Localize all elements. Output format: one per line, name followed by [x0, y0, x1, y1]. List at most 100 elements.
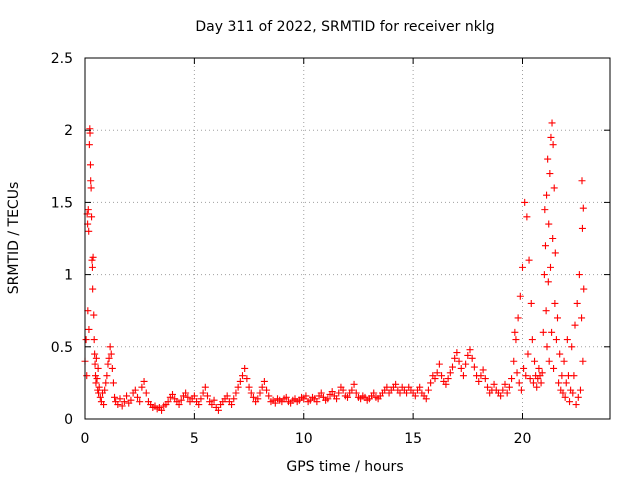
data-point [89, 253, 97, 261]
data-point [527, 299, 535, 307]
data-point [210, 396, 218, 404]
data-point [88, 263, 96, 271]
data-point [114, 401, 122, 409]
data-point [438, 372, 446, 380]
data-point [435, 360, 443, 368]
data-point [562, 379, 570, 387]
data-point [109, 379, 117, 387]
data-point [158, 406, 166, 414]
data-point [545, 357, 553, 365]
data-point [96, 393, 104, 401]
data-point [127, 396, 135, 404]
data-point [526, 375, 534, 383]
x-tick-label: 0 [81, 431, 90, 447]
data-point [328, 388, 336, 396]
data-point [427, 379, 435, 387]
data-point [83, 372, 91, 380]
data-point [541, 242, 549, 250]
data-point [249, 393, 257, 401]
data-point [94, 386, 102, 394]
data-point [528, 336, 536, 344]
data-point [260, 377, 268, 385]
data-point [537, 379, 545, 387]
data-point [131, 386, 139, 394]
data-point [82, 336, 90, 344]
data-point [87, 184, 95, 192]
data-point [497, 392, 505, 400]
data-point [107, 350, 115, 358]
data-point [335, 389, 343, 397]
data-point [91, 350, 99, 358]
data-point [271, 399, 279, 407]
data-point [228, 401, 236, 409]
data-point [475, 377, 483, 385]
y-tick-label: 2 [64, 123, 73, 139]
data-point [513, 369, 521, 377]
data-point [84, 307, 92, 315]
x-tick-label: 15 [404, 431, 422, 447]
data-point [579, 204, 587, 212]
data-point [424, 386, 432, 394]
data-point [540, 271, 548, 279]
data-point [85, 325, 93, 333]
data-point [545, 220, 553, 228]
data-point [214, 406, 222, 414]
data-point [555, 379, 563, 387]
data-point [535, 364, 543, 372]
data-points [81, 119, 588, 414]
data-point [501, 380, 509, 388]
data-point [542, 307, 550, 315]
data-point [416, 383, 424, 391]
data-point [546, 170, 554, 178]
data-point [462, 360, 470, 368]
data-point [571, 321, 579, 329]
data-point [524, 350, 532, 358]
data-point [234, 383, 242, 391]
data-point [138, 383, 146, 391]
x-axis-ticks: 0 5 10 15 20 [81, 58, 531, 447]
data-point [86, 161, 94, 169]
data-point [86, 129, 94, 137]
data-point [92, 354, 100, 362]
data-point [136, 398, 144, 406]
data-point [396, 389, 404, 397]
data-point [103, 372, 111, 380]
data-point [85, 141, 93, 149]
data-point [100, 401, 108, 409]
data-point [118, 402, 126, 410]
data-point [422, 395, 430, 403]
data-point [90, 336, 98, 344]
data-point [544, 155, 552, 163]
data-point [88, 213, 96, 221]
data-point [241, 364, 249, 372]
x-tick-label: 5 [190, 431, 199, 447]
data-point [468, 354, 476, 362]
data-point [470, 363, 478, 371]
data-point [551, 299, 559, 307]
data-point [317, 389, 325, 397]
data-point [90, 311, 98, 319]
data-point [579, 357, 587, 365]
data-point [84, 206, 92, 214]
data-point [411, 392, 419, 400]
data-point [548, 328, 556, 336]
data-point [578, 224, 586, 232]
data-point [105, 354, 113, 362]
data-point [559, 389, 567, 397]
data-point [140, 377, 148, 385]
data-point [508, 375, 516, 383]
data-point [548, 119, 556, 127]
data-point [208, 401, 216, 409]
data-point [350, 380, 358, 388]
data-point [339, 386, 347, 394]
data-point [576, 386, 584, 394]
data-point [547, 133, 555, 141]
data-point [578, 177, 586, 185]
plot-frame [84, 57, 611, 420]
data-point [199, 389, 207, 397]
data-point [550, 184, 558, 192]
y-tick-label: 1 [64, 268, 73, 284]
data-point [85, 227, 93, 235]
data-point [197, 395, 205, 403]
